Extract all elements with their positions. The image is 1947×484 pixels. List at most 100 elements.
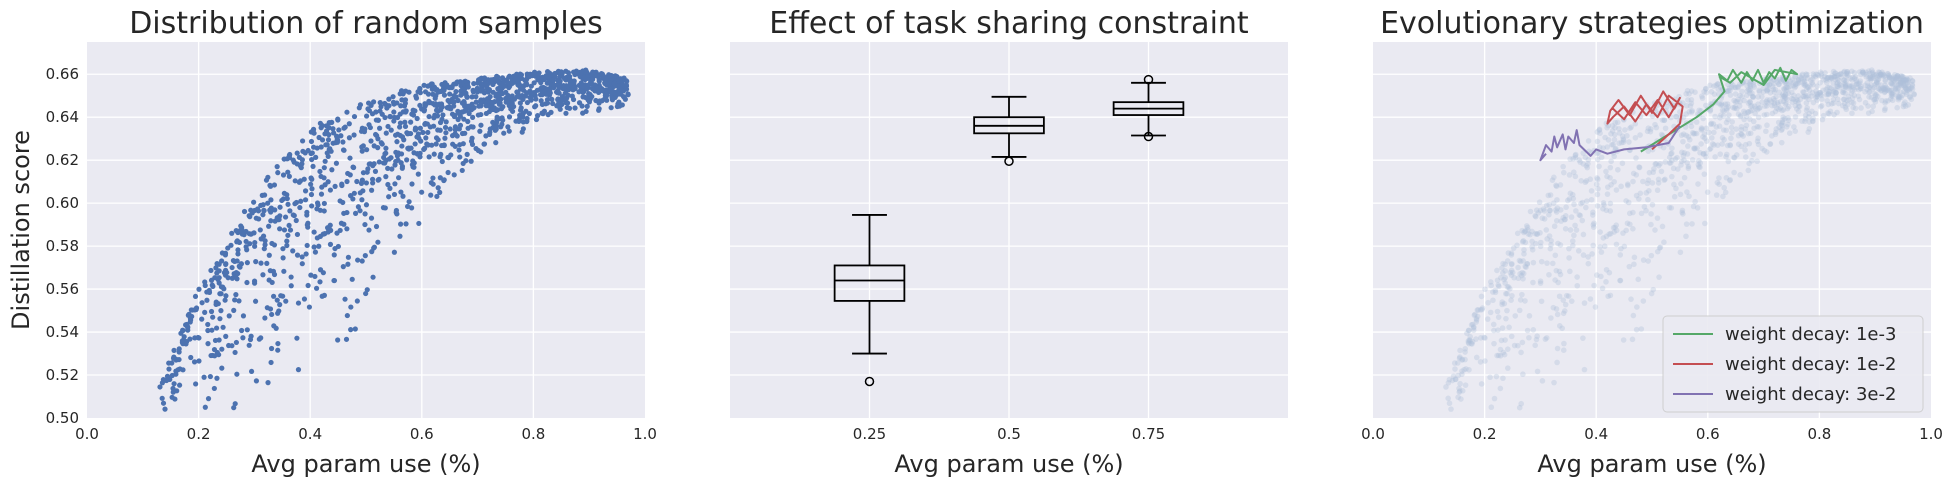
faded-scatter-point bbox=[1840, 89, 1847, 96]
scatter-point bbox=[481, 75, 488, 81]
faded-scatter-point bbox=[1620, 137, 1627, 144]
scatter-point bbox=[222, 250, 229, 256]
faded-scatter-point bbox=[1546, 207, 1553, 214]
faded-scatter-point bbox=[1802, 81, 1809, 88]
scatter-point bbox=[411, 150, 417, 156]
scatter-point bbox=[234, 258, 240, 264]
y-tick-label: 0.58 bbox=[46, 237, 79, 255]
faded-scatter-point bbox=[1573, 208, 1579, 214]
scatter-point bbox=[426, 113, 432, 120]
faded-scatter-point bbox=[1581, 366, 1588, 373]
scatter-point bbox=[495, 74, 501, 80]
faded-scatter-point bbox=[1628, 124, 1634, 130]
scatter-point bbox=[444, 82, 450, 88]
faded-scatter-point bbox=[1779, 120, 1785, 126]
faded-scatter-point bbox=[1803, 107, 1810, 114]
faded-scatter-point bbox=[1640, 298, 1647, 304]
faded-scatter-point bbox=[1890, 76, 1896, 82]
faded-scatter-point bbox=[1608, 158, 1614, 165]
faded-scatter-point bbox=[1866, 88, 1873, 95]
faded-scatter-point bbox=[1701, 171, 1708, 177]
faded-scatter-point bbox=[1768, 99, 1775, 105]
faded-scatter-point bbox=[1680, 131, 1687, 137]
faded-scatter-point bbox=[1803, 71, 1809, 77]
faded-scatter-point bbox=[1538, 298, 1545, 305]
faded-scatter-point bbox=[1585, 138, 1592, 144]
faded-scatter-point bbox=[1746, 160, 1752, 167]
faded-scatter-point bbox=[1623, 198, 1629, 204]
scatter-point bbox=[496, 92, 503, 98]
scatter-point bbox=[396, 175, 402, 181]
outlier-point bbox=[1004, 156, 1014, 166]
faded-scatter-point bbox=[1843, 106, 1850, 113]
faded-scatter-point bbox=[1764, 103, 1770, 109]
scatter-point bbox=[361, 129, 368, 135]
faded-scatter-point bbox=[1906, 88, 1913, 94]
scatter-point bbox=[302, 197, 309, 203]
faded-scatter-point bbox=[1462, 382, 1469, 388]
faded-scatter-point bbox=[1746, 81, 1753, 88]
faded-scatter-point bbox=[1715, 86, 1722, 92]
faded-scatter-point bbox=[1626, 210, 1633, 217]
scatter-point bbox=[262, 238, 268, 244]
faded-scatter-point bbox=[1886, 74, 1892, 80]
scatter-point bbox=[544, 80, 550, 86]
faded-scatter-point bbox=[1512, 313, 1519, 319]
faded-scatter-point bbox=[1579, 199, 1586, 206]
faded-scatter-point bbox=[1466, 327, 1472, 334]
faded-scatter-point bbox=[1646, 169, 1653, 176]
faded-scatter-point bbox=[1856, 86, 1862, 93]
faded-scatter-point bbox=[1879, 71, 1886, 78]
faded-scatter-point bbox=[1544, 236, 1550, 242]
scatter-point bbox=[604, 82, 610, 88]
faded-scatter-point bbox=[1686, 193, 1692, 200]
faded-scatter-point bbox=[1858, 83, 1864, 90]
faded-scatter-point bbox=[1900, 79, 1907, 86]
scatter-point bbox=[266, 223, 272, 229]
faded-scatter-point bbox=[1443, 384, 1449, 390]
faded-scatter-point bbox=[1521, 247, 1527, 253]
faded-scatter-point bbox=[1623, 227, 1629, 234]
faded-scatter-point bbox=[1846, 84, 1853, 90]
faded-scatter-point bbox=[1843, 81, 1849, 88]
faded-scatter-point bbox=[1825, 75, 1831, 81]
faded-scatter-point bbox=[1834, 83, 1841, 90]
scatter-point bbox=[449, 133, 456, 139]
faded-scatter-point bbox=[1727, 142, 1733, 149]
faded-scatter-point bbox=[1814, 83, 1821, 89]
scatter-point bbox=[398, 160, 404, 166]
faded-scatter-point bbox=[1813, 71, 1819, 78]
faded-scatter-point bbox=[1889, 87, 1895, 93]
faded-scatter-point bbox=[1537, 278, 1544, 284]
scatter-point bbox=[430, 100, 436, 107]
scatter-point bbox=[564, 104, 570, 111]
faded-scatter-point bbox=[1713, 124, 1720, 130]
scatter-point bbox=[490, 81, 496, 87]
scatter-point bbox=[469, 101, 475, 107]
faded-scatter-point bbox=[1685, 134, 1692, 140]
faded-scatter-point bbox=[1871, 96, 1878, 103]
faded-scatter-point bbox=[1543, 202, 1550, 209]
faded-scatter-point bbox=[1779, 119, 1786, 126]
faded-scatter-point bbox=[1479, 305, 1486, 311]
scatter-point bbox=[508, 98, 515, 104]
scatter-point bbox=[550, 78, 556, 84]
faded-scatter-point bbox=[1878, 88, 1884, 94]
faded-scatter-point bbox=[1553, 217, 1560, 224]
faded-scatter-point bbox=[1689, 221, 1695, 227]
scatter-point bbox=[431, 151, 437, 157]
faded-scatter-point bbox=[1832, 92, 1839, 99]
faded-scatter-point bbox=[1596, 126, 1603, 133]
scatter-point bbox=[304, 242, 310, 249]
faded-scatter-point bbox=[1662, 125, 1669, 132]
scatter-point bbox=[344, 178, 350, 185]
scatter-point bbox=[202, 404, 208, 410]
scatter-point bbox=[212, 337, 219, 344]
faded-scatter-point bbox=[1505, 250, 1512, 256]
box-0.75 bbox=[1112, 74, 1185, 142]
faded-scatter-point bbox=[1617, 252, 1624, 258]
x-axis-label: Avg param use (%) bbox=[1537, 450, 1766, 478]
scatter-point bbox=[608, 89, 614, 95]
faded-scatter-point bbox=[1875, 85, 1882, 92]
faded-scatter-point bbox=[1727, 87, 1733, 94]
